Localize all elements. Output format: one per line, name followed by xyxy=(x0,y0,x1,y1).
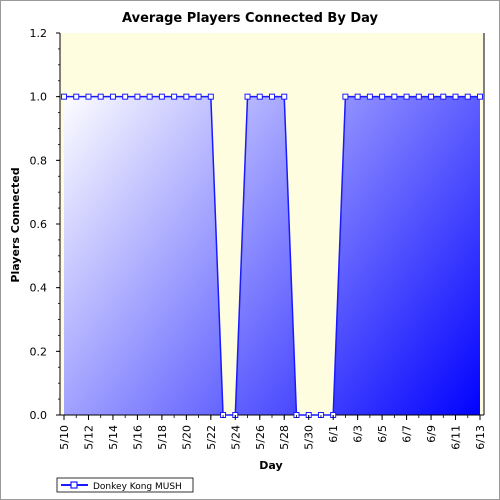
x-tick-label: 5/12 xyxy=(82,425,95,450)
data-point xyxy=(354,93,361,100)
data-point xyxy=(109,93,116,100)
x-tick-label: 5/30 xyxy=(303,425,316,450)
x-tick-label: 6/13 xyxy=(474,425,487,450)
data-point xyxy=(73,93,80,100)
x-tick-label: 5/16 xyxy=(131,425,144,450)
x-tick-label: 6/5 xyxy=(376,425,389,443)
data-point xyxy=(207,93,214,100)
chart-title: Average Players Connected By Day xyxy=(122,11,378,26)
legend-series-marker xyxy=(70,481,78,489)
legend-series-label: Donkey Kong MUSH xyxy=(93,482,182,492)
data-point xyxy=(379,93,386,100)
data-point xyxy=(244,93,251,100)
data-point xyxy=(342,93,349,100)
x-tick-label: 5/20 xyxy=(180,425,193,450)
y-tick-label: 0.2 xyxy=(30,345,48,358)
data-point xyxy=(403,93,410,100)
data-point xyxy=(366,93,373,100)
legend: Donkey Kong MUSH xyxy=(56,477,194,493)
data-point xyxy=(464,93,471,100)
x-tick-label: 5/18 xyxy=(156,425,169,450)
data-point xyxy=(428,93,435,100)
data-point xyxy=(183,93,190,100)
y-tick-label: 0.4 xyxy=(30,282,48,295)
data-point xyxy=(195,93,202,100)
x-tick-label: 6/1 xyxy=(327,425,340,443)
data-point xyxy=(256,93,263,100)
x-axis-title: Day xyxy=(259,459,282,472)
data-point xyxy=(415,93,422,100)
x-tick-label: 6/11 xyxy=(450,425,463,450)
x-tick-label: 5/24 xyxy=(229,425,242,450)
y-axis-title: Players Connected xyxy=(9,167,22,282)
x-tick-label: 5/14 xyxy=(107,425,120,450)
x-tick-label: 5/26 xyxy=(254,425,267,450)
data-point xyxy=(391,93,398,100)
y-tick-label: 0.8 xyxy=(30,154,48,167)
y-tick-label: 0.6 xyxy=(30,218,48,231)
data-point xyxy=(134,93,141,100)
data-point xyxy=(477,93,483,100)
series-area xyxy=(64,96,480,416)
data-point xyxy=(281,93,288,100)
y-tick-label: 0.0 xyxy=(30,409,48,422)
data-point xyxy=(269,93,275,100)
y-tick-label: 1.0 xyxy=(30,91,48,104)
x-tick-label: 5/22 xyxy=(205,425,218,450)
x-tick-label: 6/9 xyxy=(425,425,438,443)
data-point xyxy=(97,93,104,100)
x-tick-label: 5/28 xyxy=(278,425,291,450)
x-tick-label: 6/7 xyxy=(401,425,414,443)
x-tick-label: 6/3 xyxy=(352,425,365,443)
data-point xyxy=(61,93,67,100)
y-tick-label: 1.2 xyxy=(30,27,48,40)
data-point xyxy=(452,93,459,100)
data-point xyxy=(440,93,447,100)
data-point xyxy=(146,93,153,100)
data-point xyxy=(85,93,92,100)
data-point xyxy=(158,93,165,100)
legend-box xyxy=(56,477,194,493)
data-point xyxy=(122,93,129,100)
data-point xyxy=(171,93,178,100)
x-tick-label: 5/10 xyxy=(58,425,71,450)
